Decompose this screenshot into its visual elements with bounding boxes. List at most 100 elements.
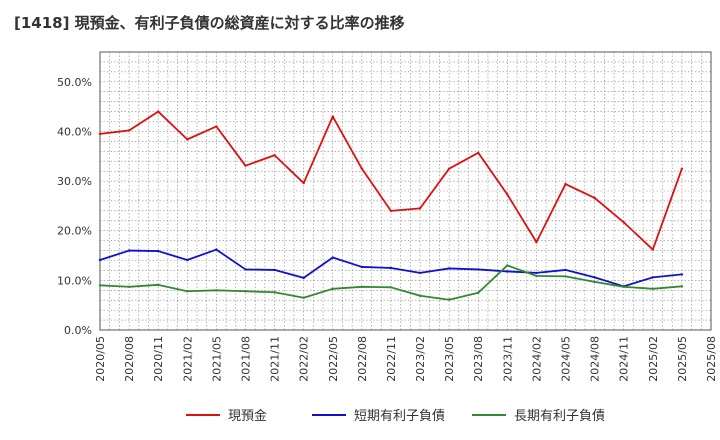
y-tick-label: 50.0% [57,76,92,89]
data-point [186,290,189,293]
y-tick-label: 10.0% [57,274,92,287]
data-point [360,265,364,269]
data-point [506,270,509,273]
data-point [651,287,655,290]
chart-title: [1418] 現預金、有利子負債の総資産に対する比率の推移 [14,14,405,32]
data-point [156,249,160,253]
data-point [127,285,131,289]
data-point [477,291,480,294]
data-point [418,294,422,297]
x-tick-label: 2021/05 [210,336,223,382]
data-point [98,132,102,136]
data-point [389,209,393,213]
x-tick-label: 2020/11 [152,336,165,382]
data-point [389,286,393,289]
data-point [593,276,596,279]
x-tick-label: 2022/11 [385,336,398,382]
y-tick-label: 20.0% [57,225,92,238]
series-group [98,248,684,288]
data-point [244,268,247,271]
plot-frame [99,51,712,331]
x-tick-label: 2025/02 [647,336,660,382]
data-point [535,271,538,275]
data-point [273,268,276,272]
data-point [215,125,218,128]
y-tick-label: 40.0% [57,125,92,138]
data-point [273,291,276,294]
x-tick-label: 2024/11 [618,336,631,382]
x-tick-label: 2023/05 [443,336,456,382]
data-point [127,249,131,252]
data-point [156,110,160,113]
data-point [302,276,305,280]
data-point [593,196,596,200]
x-tick-label: 2023/02 [414,336,427,382]
x-tick-label: 2024/05 [560,336,573,382]
data-point [622,221,625,224]
data-point [506,264,509,267]
data-point [331,256,334,259]
x-tick-label: 2023/08 [472,336,485,382]
x-tick-label: 2022/05 [327,336,340,382]
legend-label: 現預金 [228,408,267,424]
data-point [447,298,451,301]
data-point [564,275,567,278]
x-tick-label: 2024/02 [530,336,543,382]
y-tick-label: 30.0% [57,175,92,188]
x-tick-label: 2021/02 [181,336,194,382]
x-tick-label: 2020/05 [94,336,107,382]
data-point [273,154,276,157]
data-point [127,129,131,132]
data-point [360,285,364,289]
data-point [331,115,334,118]
x-tick-label: 2024/08 [589,336,602,382]
data-point [156,283,160,287]
data-point [535,240,538,244]
x-tick-label: 2025/08 [705,336,718,382]
data-point [186,258,189,262]
series-group [98,110,684,251]
data-point [447,167,451,170]
data-point [98,284,102,287]
data-point [680,167,684,170]
data-point [98,258,102,262]
data-point [564,268,567,272]
data-point [593,280,596,284]
data-point [418,271,422,275]
x-tick-label: 2023/11 [501,336,514,382]
x-tick-label: 2020/08 [123,336,136,382]
data-point [622,285,625,289]
data-point [215,248,218,251]
data-point [535,274,538,278]
data-point [651,248,655,251]
data-point [506,193,509,196]
data-point [651,276,655,279]
data-point [680,273,684,276]
data-point [477,151,480,154]
data-point [244,290,247,293]
data-point [680,285,684,288]
x-tick-label: 2021/11 [269,336,282,382]
x-tick-label: 2025/05 [676,336,689,382]
data-point [418,207,422,210]
data-point [186,138,189,141]
data-point [302,181,305,185]
data-point [331,287,334,290]
x-tick-label: 2021/08 [239,336,252,382]
y-tick-label: 0.0% [64,324,92,337]
data-point [564,182,567,186]
series-group [98,264,684,301]
x-tick-label: 2022/08 [356,336,369,382]
data-point [244,164,247,167]
x-tick-label: 2022/02 [298,336,311,382]
legend-label: 短期有利子負債 [354,409,445,424]
data-point [360,167,364,170]
legend-label: 長期有利子負債 [514,409,605,424]
data-point [477,268,480,271]
data-point [215,289,218,292]
data-point [302,296,305,299]
data-point [389,266,393,270]
data-point [447,267,451,270]
